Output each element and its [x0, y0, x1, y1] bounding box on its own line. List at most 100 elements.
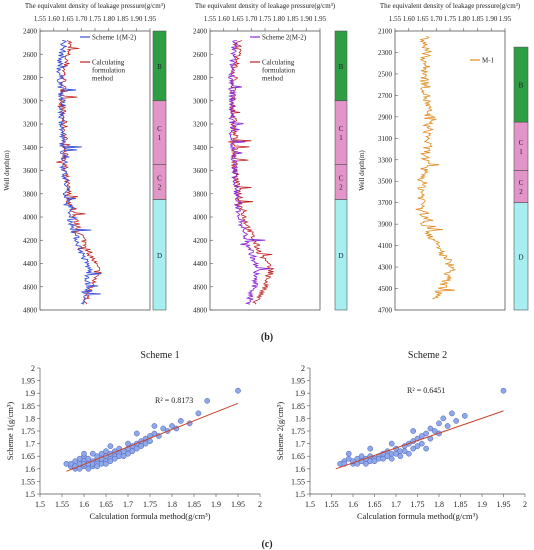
- y-tick-label: 3100: [378, 135, 393, 143]
- y-tick-label: 1.8: [25, 414, 35, 423]
- data-point: [169, 423, 175, 429]
- y-tick-label: 1.95: [291, 377, 305, 386]
- y-tick-label: 3300: [378, 156, 393, 164]
- x-tick-label: 1.60: [403, 15, 416, 23]
- data-point: [461, 413, 468, 419]
- formation-label: C: [157, 175, 162, 183]
- data-point: [449, 410, 455, 417]
- y-tick-label: 1.9: [25, 389, 35, 398]
- x-tick-label: 1.75: [89, 15, 102, 23]
- y-tick-label: 1.65: [291, 452, 305, 461]
- y-tick-label: 1.55: [21, 477, 35, 486]
- data-point: [120, 453, 127, 460]
- y-tick-label: 1.55: [291, 477, 305, 486]
- formation-label: C: [339, 175, 344, 183]
- y-tick-label: 3400: [193, 144, 208, 152]
- x-tick-label: 1.9: [211, 500, 221, 509]
- legend-label-line: formulation: [92, 67, 126, 75]
- data-point: [133, 445, 140, 452]
- plot-frame: [39, 30, 151, 311]
- formation-label: 2: [339, 184, 343, 192]
- data-point: [107, 458, 114, 465]
- data-point: [388, 440, 395, 447]
- y-tick-label: 2800: [193, 74, 208, 82]
- data-point: [89, 450, 96, 457]
- y-tick-label: 1.8: [295, 414, 305, 423]
- y-tick-label: 4800: [193, 307, 208, 315]
- y-tick-label: 4700: [378, 307, 393, 315]
- x-tick-label: 1.90: [130, 15, 143, 23]
- x-tick-label: 1.55: [204, 15, 217, 23]
- figure-label-b: (b): [261, 332, 273, 343]
- x-tick-label: 1.90: [300, 15, 313, 23]
- x-tick-label: 1.95: [314, 15, 327, 23]
- data-point: [204, 397, 211, 404]
- formation-label: 2: [519, 188, 523, 196]
- y-tick-label: 1.75: [21, 427, 35, 436]
- data-point: [195, 410, 202, 417]
- x-tick-label: 1.65: [231, 15, 244, 23]
- data-point: [177, 418, 184, 424]
- y-tick-label: 2500: [378, 70, 393, 78]
- data-point: [500, 387, 507, 394]
- scatter-panel-2: Scheme 2 1.5 1.55 1.6 1.65 1.7 1.75 1.8 1.85 1.9 1…: [275, 350, 527, 521]
- formation-label: D: [157, 252, 162, 260]
- legend-label: Scheme 1(M-2): [92, 34, 137, 42]
- data-point: [423, 445, 429, 452]
- data-point: [427, 425, 434, 432]
- data-point: [76, 455, 83, 462]
- formation-label: C: [519, 179, 524, 187]
- data-point: [440, 415, 447, 422]
- legend-label-line: Calculating: [262, 59, 295, 67]
- data-point: [138, 443, 145, 449]
- y-tick-label: 2300: [378, 49, 393, 57]
- data-point: [401, 448, 408, 455]
- x-tick-label: 1.70: [430, 15, 443, 23]
- x-tick-label: 1.70: [245, 15, 258, 23]
- formation-label: 1: [158, 134, 162, 142]
- legend-label: Scheme 2(M-2): [262, 34, 307, 42]
- x-tick-label: 1.55: [55, 500, 69, 509]
- data-point: [103, 460, 109, 467]
- data-point: [151, 423, 158, 429]
- data-point: [436, 420, 442, 427]
- data-point: [397, 453, 404, 460]
- data-point: [406, 450, 412, 457]
- x-tick-label: 2: [258, 500, 262, 509]
- y-axis-label: Scheme 2(g/cm³): [275, 402, 285, 461]
- formation-label: 1: [519, 148, 523, 156]
- y-tick-label: 2100: [378, 28, 393, 36]
- x-tick-label: 1.6: [348, 500, 358, 509]
- data-point: [358, 453, 365, 460]
- y-tick-label: 3400: [23, 144, 38, 152]
- y-tick-label: 4600: [23, 283, 38, 291]
- x-tick-label: 1.95: [231, 500, 245, 509]
- data-point: [414, 443, 421, 449]
- y-tick-label: 3800: [193, 190, 208, 198]
- legend-label-line: method: [92, 75, 113, 83]
- y-axis-label: Well depth(m): [358, 150, 366, 191]
- y-tick-label: 4000: [23, 214, 38, 222]
- legend-label-line: formulation: [262, 67, 296, 75]
- x-tick-label: 1.8: [167, 500, 177, 509]
- formation-bar: [334, 199, 348, 311]
- y-tick-label: 2600: [23, 51, 38, 59]
- data-point: [235, 387, 241, 394]
- y-tick-label: 2900: [378, 113, 393, 121]
- y-tick-label: 1.5: [25, 490, 35, 499]
- x-tick-label: 1.85: [454, 500, 468, 509]
- figure-label-c: (c): [261, 539, 272, 550]
- y-tick-label: 4400: [23, 260, 38, 268]
- y-tick-label: 4400: [193, 260, 208, 268]
- series-trace-1: [55, 39, 102, 305]
- x-tick-label: 1.55: [325, 500, 339, 509]
- y-tick-label: 3500: [378, 178, 393, 186]
- chart-title: Scheme 2: [408, 350, 447, 361]
- x-tick-label: 1.5: [305, 500, 315, 509]
- y-tick-label: 2800: [23, 74, 38, 82]
- formation-label: C: [519, 139, 524, 147]
- y-tick-label: 3200: [193, 121, 208, 129]
- y-tick-label: 1.5: [295, 490, 305, 499]
- x-tick-label: 1.60: [48, 15, 61, 23]
